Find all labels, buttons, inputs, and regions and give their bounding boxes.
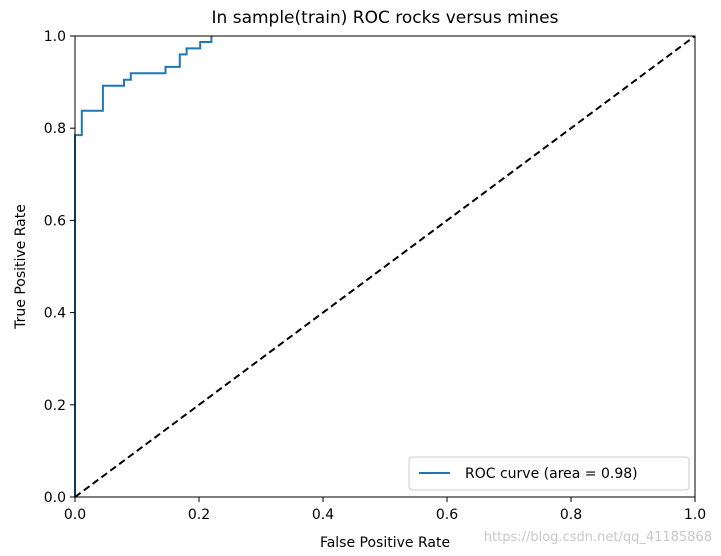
x-tick-label: 0.2 [188,507,210,523]
legend: ROC curve (area = 0.98) [408,456,690,491]
x-tick-label: 0.6 [436,507,458,523]
x-tick-label: 0.0 [64,507,86,523]
y-tick-label: 0.4 [44,306,66,322]
x-tick-label: 0.4 [312,507,334,523]
y-tick-label: 0.8 [44,121,66,137]
y-axis-ticks: 0.0 0.2 0.4 0.6 0.8 1.0 [44,29,75,506]
chance-diagonal-line [74,35,696,498]
plot-lines [74,35,696,498]
chart-title: In sample(train) ROC rocks versus mines [212,8,559,28]
axes-frame [74,35,696,498]
roc-curve-line [74,36,213,497]
x-axis-label: False Positive Rate [320,535,450,551]
x-tick-label: 0.8 [560,507,582,523]
y-tick-label: 0.0 [44,490,66,506]
legend-label: ROC curve (area = 0.98) [465,466,638,482]
watermark-text: https://blog.csdn.net/qq_41185868 [484,530,712,545]
x-axis-ticks: 0.0 0.2 0.4 0.6 0.8 1.0 [64,497,706,523]
x-tick-label: 1.0 [684,507,706,523]
y-tick-label: 0.2 [44,398,66,414]
y-axis-label: True Positive Rate [13,204,29,330]
legend-box [408,456,690,491]
y-tick-label: 0.6 [44,213,66,229]
y-tick-label: 1.0 [44,29,66,45]
